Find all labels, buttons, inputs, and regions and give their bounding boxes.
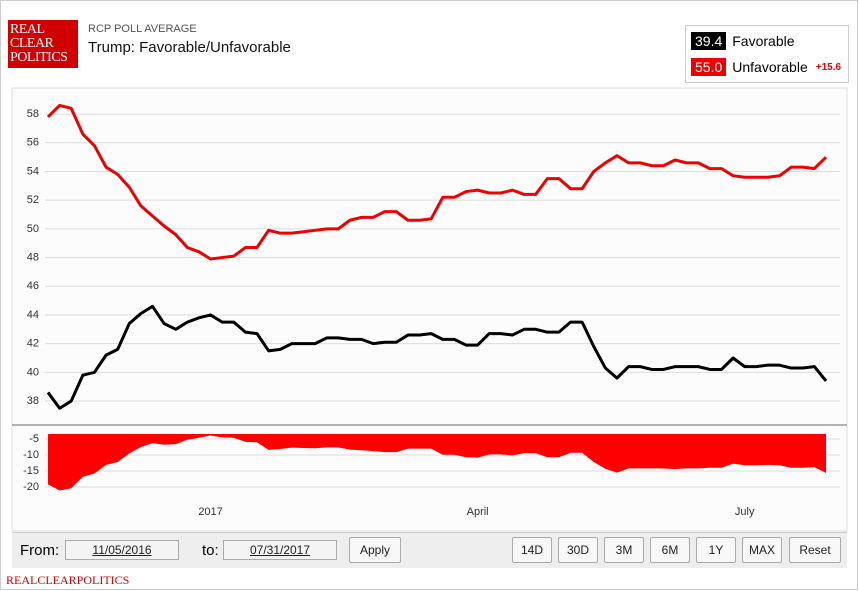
legend: 39.4 Favorable 55.0 Unfavorable +15.6 [685, 25, 849, 83]
logo[interactable]: REAL CLEAR POLITICS [8, 20, 78, 68]
range-button[interactable]: 14D [512, 537, 552, 563]
y-tick-label: -5 [29, 433, 39, 445]
y-tick-label: 42 [27, 338, 39, 350]
footer: REALCLEARPOLITICS [6, 573, 130, 587]
chart-title: Trump: Favorable/Unfavorable [88, 39, 291, 56]
series-line [46, 304, 828, 410]
y-tick-label: 38 [27, 395, 39, 407]
legend-entry: 39.4 Favorable [691, 31, 795, 51]
range-button[interactable]: MAX [742, 537, 782, 563]
range-button[interactable]: 3M [604, 537, 644, 563]
legend-label: Unfavorable [732, 59, 808, 75]
reset-button[interactable]: Reset [789, 537, 841, 563]
apply-button[interactable]: Apply [349, 537, 401, 563]
y-tick-label: 56 [27, 137, 39, 149]
controls: From: 11/05/2016 to: 07/31/2017 Apply 14… [12, 532, 847, 568]
y-tick-label: -10 [23, 449, 39, 461]
logo-text: CLEAR [10, 36, 54, 51]
y-tick-label: 40 [27, 366, 39, 378]
series-line [46, 103, 828, 261]
range-button[interactable]: 30D [558, 537, 598, 563]
subtitle: RCP POLL AVERAGE [88, 23, 197, 35]
legend-value: 39.4 [691, 32, 727, 50]
y-tick-label: -20 [23, 481, 39, 493]
x-tick-label: 2017 [198, 506, 222, 518]
y-tick-label: 58 [27, 108, 39, 120]
y-tick-label: 52 [27, 194, 39, 206]
from-input[interactable]: 11/05/2016 [65, 540, 179, 560]
from-label: From: [20, 541, 60, 559]
x-tick-label: July [735, 506, 755, 518]
logo-text: POLITICS [10, 50, 68, 65]
y-tick-label: 54 [27, 165, 39, 177]
x-tick-label: April [467, 506, 489, 518]
y-tick-label: 46 [27, 280, 39, 292]
y-tick-label: 44 [27, 309, 39, 321]
spread-area [48, 434, 826, 491]
to-input[interactable]: 07/31/2017 [223, 540, 337, 560]
range-button[interactable]: 6M [650, 537, 690, 563]
y-tick-label: -15 [23, 465, 39, 477]
legend-label: Favorable [732, 33, 795, 49]
range-button[interactable]: 1Y [696, 537, 736, 563]
y-tick-label: 48 [27, 251, 39, 263]
spread-label: +15.6 [815, 61, 842, 73]
legend-value: 55.0 [691, 58, 727, 76]
to-label: to: [202, 541, 219, 559]
logo-text: REAL [10, 22, 45, 37]
y-tick-label: 50 [27, 223, 39, 235]
legend-entry: 55.0 Unfavorable +15.6 [691, 57, 841, 77]
